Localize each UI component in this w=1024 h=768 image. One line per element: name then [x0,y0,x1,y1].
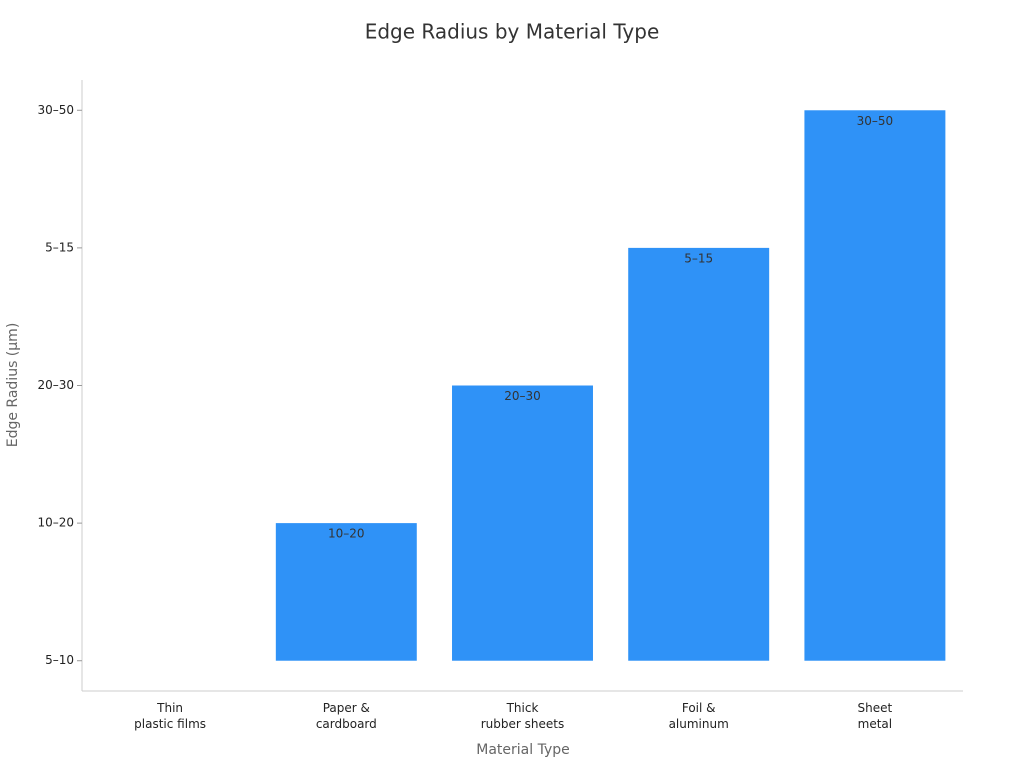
data-label: 10–20 [328,527,365,541]
data-label: 20–30 [504,389,541,403]
y-tick-label: 20–30 [37,378,74,392]
x-tick-label: Foil & aluminum [668,701,729,731]
bar [275,523,417,661]
y-tick-label: 30–50 [37,103,74,117]
y-tick-label: 5–10 [45,653,74,667]
data-label: 5–15 [684,251,713,265]
x-tick-label: Thin plastic films [134,701,207,731]
x-tick-label: Thick rubber sheets [480,701,565,731]
data-label: 30–50 [857,114,894,128]
y-axis-title: Edge Radius (µm) [5,323,21,448]
x-axis-title: Material Type [476,742,569,758]
bar [804,110,946,661]
x-tick-label: Paper & cardboard [315,701,377,731]
y-tick-label: 5–15 [45,240,74,254]
chart-title: Edge Radius by Material Type [365,20,660,44]
y-tick-label: 10–20 [37,516,74,530]
x-tick-label: Sheet metal [857,701,893,731]
bar [628,247,770,661]
bar [452,385,593,661]
